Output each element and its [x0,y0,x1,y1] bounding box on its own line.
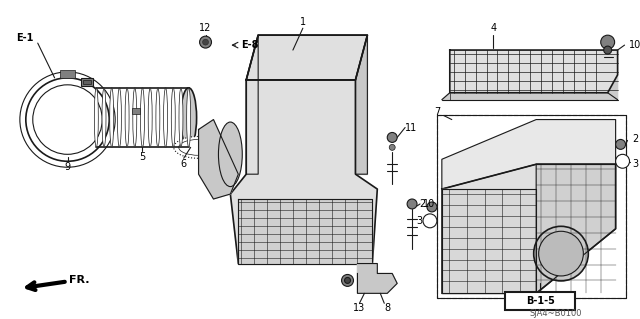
Text: 1: 1 [300,17,306,27]
Text: B-1-5: B-1-5 [525,296,555,306]
Circle shape [200,36,211,48]
Ellipse shape [179,88,183,147]
Ellipse shape [172,88,175,147]
Ellipse shape [180,88,196,147]
Text: SJA4~B0100: SJA4~B0100 [530,309,582,318]
Bar [83,80,92,84]
Ellipse shape [88,88,104,147]
Ellipse shape [164,88,168,147]
Text: 13: 13 [353,303,365,313]
Bar [437,115,625,298]
Circle shape [604,46,612,54]
Polygon shape [536,164,616,293]
Polygon shape [450,50,618,93]
Polygon shape [442,120,616,189]
Circle shape [389,145,395,150]
Polygon shape [246,35,367,80]
FancyBboxPatch shape [506,292,575,310]
Ellipse shape [218,122,243,187]
Ellipse shape [156,88,160,147]
Ellipse shape [117,88,122,147]
Text: 8: 8 [384,303,390,313]
Text: 9: 9 [65,162,70,172]
Circle shape [20,72,115,167]
Ellipse shape [174,137,223,158]
Text: 10: 10 [423,199,435,209]
Polygon shape [238,199,372,263]
Polygon shape [230,80,378,263]
Text: 12: 12 [199,23,212,33]
Ellipse shape [125,88,129,147]
Text: E-8: E-8 [241,40,259,50]
Ellipse shape [534,226,588,281]
Circle shape [202,39,209,45]
Ellipse shape [148,88,152,147]
Text: 2: 2 [632,134,639,145]
Circle shape [601,35,614,49]
Circle shape [26,78,109,161]
Ellipse shape [141,88,145,147]
Text: 6: 6 [180,159,187,169]
Text: E-1: E-1 [16,33,33,43]
Circle shape [33,85,102,154]
Ellipse shape [109,88,114,147]
Polygon shape [442,75,618,100]
Bar [132,108,140,114]
Circle shape [342,274,353,286]
Polygon shape [246,35,258,174]
Bar [437,115,625,298]
Polygon shape [442,189,536,293]
Text: 3: 3 [632,159,639,169]
Text: 5: 5 [139,152,145,162]
Text: 2: 2 [419,199,425,209]
Circle shape [344,278,351,283]
Bar [60,70,76,78]
Text: 3: 3 [416,216,422,226]
Text: 11: 11 [405,122,417,132]
Text: FR.: FR. [69,275,90,286]
Circle shape [423,214,437,228]
Text: 7: 7 [434,107,440,117]
Polygon shape [355,35,367,174]
Ellipse shape [94,88,99,147]
Polygon shape [442,164,616,293]
Polygon shape [198,120,238,199]
Circle shape [616,154,630,168]
Circle shape [387,132,397,142]
Ellipse shape [187,88,191,147]
Polygon shape [246,35,367,80]
Polygon shape [358,263,397,293]
Ellipse shape [179,139,218,155]
Circle shape [616,139,625,149]
Circle shape [407,199,417,209]
Bar [81,78,93,86]
Ellipse shape [539,231,583,276]
Ellipse shape [133,88,137,147]
Text: 4: 4 [490,23,497,33]
Text: 10: 10 [629,40,640,50]
Circle shape [427,202,437,212]
Ellipse shape [102,88,106,147]
